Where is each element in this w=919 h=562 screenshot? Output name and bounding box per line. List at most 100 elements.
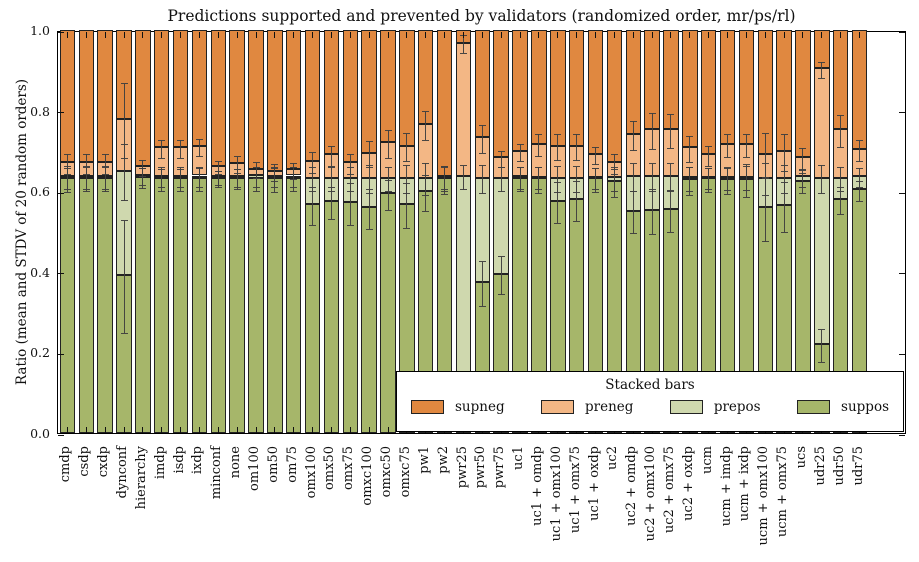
errorbar-cap — [120, 200, 128, 202]
errorbar-cap — [742, 156, 750, 158]
bar-segment-supneg-pwr50 — [474, 30, 491, 138]
errorbar-cap — [478, 193, 486, 195]
x-tick-bottom — [330, 427, 332, 433]
errorbar-cap — [195, 190, 203, 192]
errorbar-cap — [497, 256, 505, 258]
errorbar-cap — [384, 129, 392, 131]
y-tick-label-0.8: 0.8 — [30, 103, 50, 119]
legend-item-supneg: supneg — [411, 399, 505, 415]
x-tick-label-text: omx100 — [303, 446, 319, 499]
errorbar-line — [632, 191, 634, 234]
x-tick-label-text: udr25 — [812, 446, 828, 486]
x-tick-label-text: omx50 — [322, 446, 338, 491]
bar-segment-supneg-ixdp — [191, 30, 208, 147]
errorbar-line — [840, 115, 842, 148]
errorbar-cap — [742, 164, 750, 166]
errorbar-cap — [271, 164, 279, 166]
errorbar-line — [764, 163, 766, 196]
x-tick-top — [519, 32, 521, 38]
bar-segment-suppos-omx100 — [304, 204, 321, 433]
errorbar-cap — [705, 188, 713, 190]
errorbar-line — [670, 114, 672, 149]
errorbar-line — [708, 146, 710, 167]
errorbar-cap — [780, 170, 788, 172]
x-tick-top — [66, 32, 68, 38]
x-tick-label-text: pw2 — [435, 446, 451, 474]
y-tick-right — [899, 434, 905, 436]
errorbar-cap — [573, 133, 581, 135]
errorbar-line — [255, 162, 257, 179]
errorbar-cap — [384, 191, 392, 193]
x-tick-label-text: pwr25 — [454, 446, 470, 489]
errorbar-cap — [573, 166, 581, 168]
x-tick-label-text: omxc100 — [360, 446, 376, 506]
legend-label-prepos: prepos — [713, 399, 761, 415]
y-tick-label-0.6: 0.6 — [30, 184, 50, 200]
x-tick-label-text: om100 — [247, 446, 263, 491]
x-tick-bottom — [293, 427, 295, 433]
legend-title: Stacked bars — [605, 377, 695, 393]
errorbar-cap — [742, 134, 750, 136]
x-tick-label-text: uc1 + omx100 — [548, 446, 564, 542]
x-tick-top — [859, 32, 861, 38]
bar-segment-supneg-omxc75 — [399, 30, 415, 146]
bar-segment-supneg-uc1 + oxdp — [587, 30, 604, 155]
x-tick-bottom — [217, 427, 219, 433]
x-tick-top — [745, 32, 747, 38]
errorbar-line — [293, 163, 295, 180]
x-tick-top — [85, 32, 87, 38]
errorbar-cap — [686, 194, 694, 196]
errorbar-line — [821, 62, 823, 79]
errorbar-line — [123, 83, 125, 159]
errorbar-cap — [667, 113, 675, 115]
y-tick-left — [58, 192, 64, 194]
errorbar-cap — [214, 185, 222, 187]
errorbar-line — [330, 187, 332, 220]
legend-item-prepos: prepos — [669, 399, 761, 415]
errorbar-cap — [478, 164, 486, 166]
x-tick-bottom — [312, 427, 314, 433]
errorbar-cap — [667, 163, 675, 165]
bar-segment-supneg-uc2 + omdp — [625, 30, 641, 134]
x-tick-top — [783, 32, 785, 38]
errorbar-cap — [101, 188, 109, 190]
errorbar-line — [198, 167, 200, 188]
x-tick-top — [161, 32, 163, 38]
x-tick-bottom — [85, 427, 87, 433]
errorbar-cap — [233, 186, 241, 188]
bar-segment-supneg-uc1 + omx100 — [550, 30, 566, 146]
errorbar-line — [500, 151, 502, 168]
errorbar-cap — [742, 196, 750, 198]
errorbar-line — [576, 134, 578, 161]
errorbar-line — [859, 168, 861, 188]
x-tick-bottom — [180, 427, 182, 433]
errorbar-cap — [497, 294, 505, 296]
errorbar-cap — [856, 167, 864, 169]
errorbar-cap — [573, 160, 581, 162]
errorbar-cap — [497, 150, 505, 152]
errorbar-cap — [403, 193, 411, 195]
bar-segment-suppos-om50 — [267, 178, 283, 433]
errorbar-cap — [535, 166, 543, 168]
x-tick-top — [406, 32, 408, 38]
errorbar-line — [576, 166, 578, 193]
errorbar-cap — [667, 231, 675, 233]
x-tick-label-text: dynconf — [115, 446, 130, 499]
errorbar-line — [312, 152, 314, 174]
errorbar-cap — [403, 161, 411, 163]
x-tick-label-text: pw1 — [416, 446, 432, 474]
x-tick-top — [670, 32, 672, 38]
errorbar-cap — [441, 188, 449, 190]
errorbar-line — [727, 167, 729, 191]
errorbar-cap — [629, 150, 637, 152]
errorbar-line — [576, 181, 578, 222]
errorbar-cap — [346, 153, 354, 155]
errorbar-line — [236, 169, 238, 188]
errorbar-line — [123, 220, 125, 334]
bar-segment-supneg-om100 — [248, 30, 264, 169]
y-tick-left — [58, 112, 64, 114]
errorbar-cap — [290, 178, 298, 180]
x-tick-top — [425, 32, 427, 38]
x-tick-label-text: ucm — [699, 446, 715, 474]
x-tick-top — [840, 32, 842, 38]
